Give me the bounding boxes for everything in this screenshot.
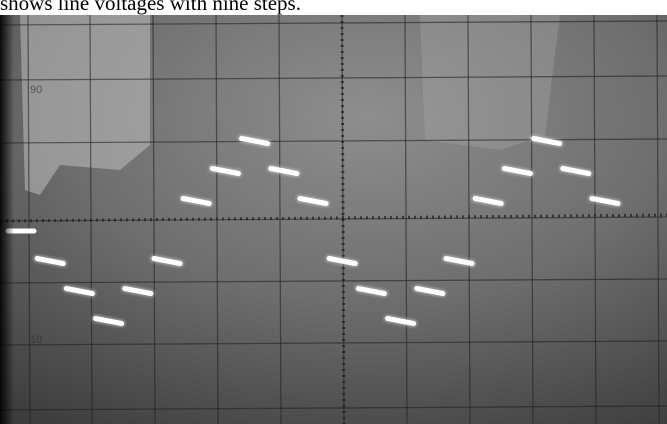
center-axis-vertical (340, 15, 346, 424)
waveform-step (501, 166, 533, 176)
grid-line-vertical (530, 15, 534, 424)
grid-line-horizontal (0, 278, 667, 284)
waveform-step (93, 316, 125, 326)
waveform-step (589, 196, 621, 206)
waveform-step (414, 286, 446, 296)
waveform-step (122, 286, 154, 296)
waveform-step (355, 286, 387, 296)
waveform-step (239, 136, 271, 146)
waveform-step (63, 286, 95, 296)
caption-text: shows line voltages with nine steps. (0, 0, 667, 15)
waveform-step (326, 256, 358, 266)
waveform-step (385, 316, 417, 326)
grid-line-vertical (404, 15, 408, 424)
grid-line-vertical (467, 15, 471, 424)
reflection-shape-right (420, 15, 560, 150)
waveform-step (151, 256, 183, 266)
waveform-step (472, 196, 504, 206)
waveform-trace (4, 134, 622, 328)
waveform-step (560, 166, 592, 176)
grid-line-horizontal (0, 75, 667, 81)
grid-line-horizontal (0, 20, 667, 26)
waveform-step (443, 256, 475, 266)
grid-line-vertical (593, 15, 597, 424)
waveform-step (34, 256, 66, 266)
grid-line-vertical (656, 15, 660, 424)
waveform-step (268, 166, 300, 176)
bezel-edge (0, 15, 14, 424)
graticule-grid (0, 15, 667, 424)
grid-line-horizontal (0, 405, 667, 411)
waveform-step (209, 166, 241, 176)
reflection-shape (20, 15, 150, 195)
grid-line-horizontal (0, 340, 667, 346)
waveform-step (531, 136, 563, 146)
waveform-step (180, 196, 212, 206)
graticule-label-bottom: 10 (30, 334, 42, 346)
graticule-label-top: 90 (30, 84, 42, 96)
oscilloscope-photo: 90 10 (0, 15, 667, 424)
grid-line-horizontal (0, 216, 667, 222)
waveform-step (297, 196, 329, 206)
grid-line-vertical (27, 15, 31, 424)
oscilloscope-screen: 90 10 (0, 15, 667, 424)
